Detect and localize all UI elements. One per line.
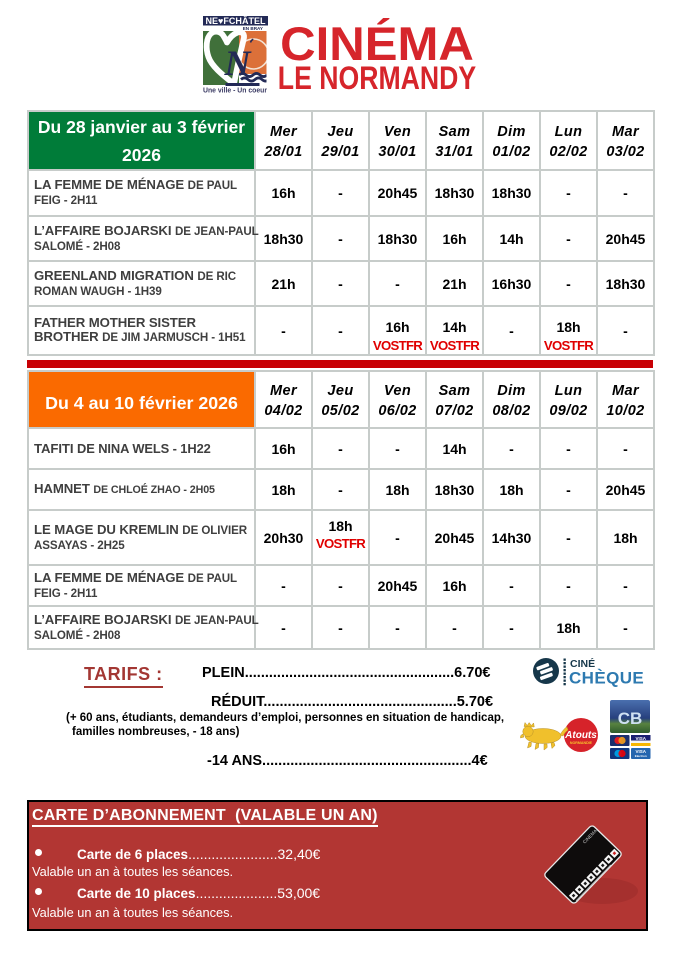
svg-text:VISA: VISA [635, 736, 646, 741]
svg-text:VISA: VISA [635, 749, 646, 754]
svg-text:Une ville - Un coeur: Une ville - Un coeur [203, 86, 267, 95]
svg-text:NE♥FCHÂTEL: NE♥FCHÂTEL [206, 15, 267, 26]
svg-text:EN BRAY: EN BRAY [243, 26, 263, 31]
svg-text:CHÈQUE: CHÈQUE [569, 669, 644, 688]
svg-text:CB: CB [618, 709, 643, 728]
svg-text:NORMANDIE: NORMANDIE [570, 741, 593, 745]
svg-text:Atouts: Atouts [564, 730, 597, 741]
svg-text:Electron: Electron [635, 754, 647, 758]
svg-text:CINÉ: CINÉ [570, 657, 595, 670]
